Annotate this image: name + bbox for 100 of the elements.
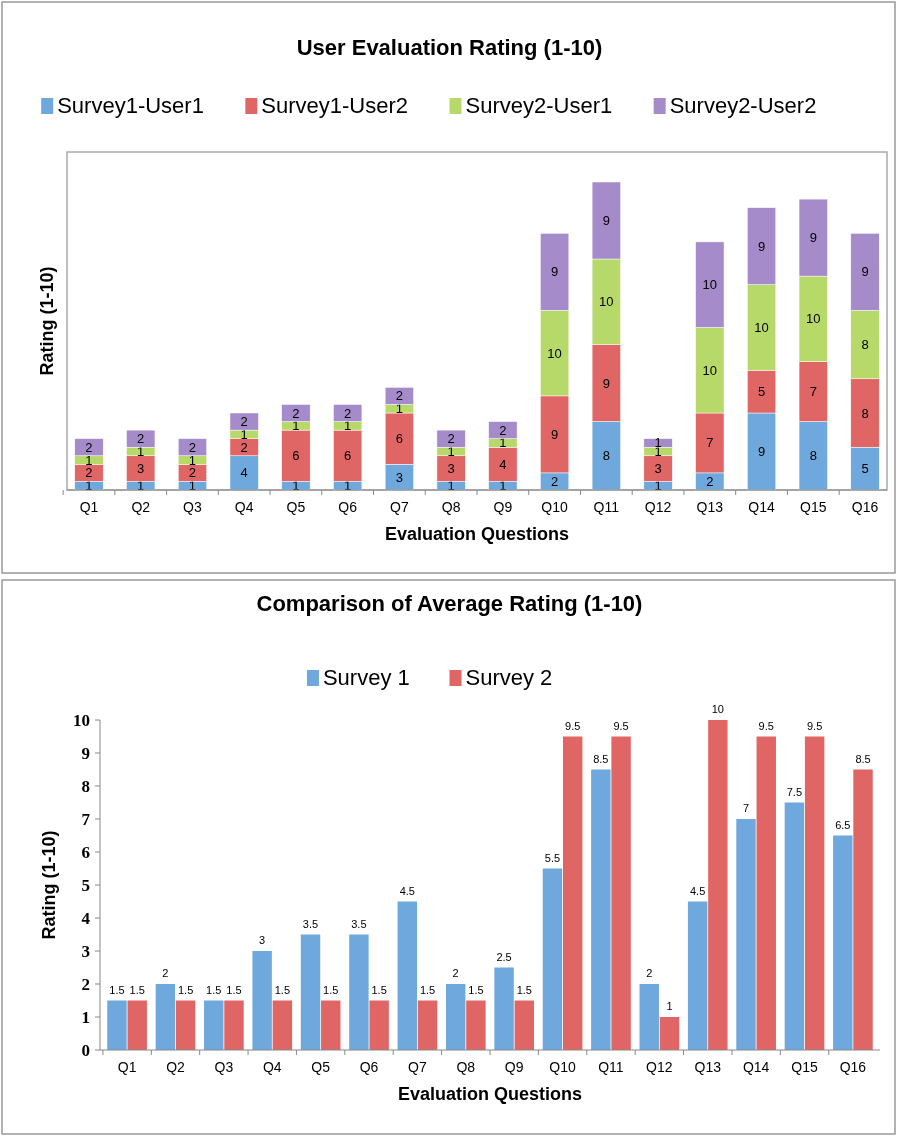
data-label: 10: [702, 362, 718, 378]
data-label: 1: [395, 401, 404, 417]
data-label: 1: [188, 478, 197, 494]
x-tick-label: Q5: [286, 499, 306, 515]
data-label: 1: [499, 478, 507, 494]
x-tick-label: Q2: [131, 499, 151, 515]
data-label: 2: [395, 388, 404, 404]
data-label: 9.5: [565, 719, 581, 732]
x-tick-label: Q14: [748, 499, 775, 515]
data-label: 4.5: [399, 884, 415, 897]
data-label: 2: [499, 422, 507, 438]
data-label: 6: [292, 448, 300, 464]
x-tick-label: Q1: [117, 1059, 137, 1075]
legend-label: Survey1-User2: [261, 93, 409, 118]
data-label: 1: [344, 418, 352, 434]
chart-title: User Evaluation Rating (1-10): [296, 35, 603, 60]
data-label: 5: [861, 461, 869, 477]
x-tick-label: Q1: [79, 499, 99, 515]
data-label: 1: [654, 478, 662, 494]
data-label: 2: [447, 431, 455, 447]
data-label: 1: [188, 452, 197, 468]
data-label: 7: [706, 435, 714, 451]
bar: [542, 868, 563, 1050]
data-label: 1: [447, 444, 455, 459]
bar: [611, 736, 631, 1050]
data-label: 9: [550, 426, 559, 442]
data-label: 6: [395, 431, 404, 447]
data-label: 8.5: [855, 752, 871, 765]
x-tick-label: Q16: [839, 1059, 867, 1075]
data-label: 2: [550, 473, 559, 489]
bar: [853, 769, 873, 1050]
bar: [659, 1017, 680, 1050]
data-label: 3: [395, 469, 404, 485]
data-label: 1.5: [109, 983, 125, 996]
data-label: 1: [137, 478, 145, 494]
bar: [708, 720, 728, 1050]
bar: [736, 819, 756, 1050]
data-label: 9: [550, 264, 559, 280]
data-label: 10: [702, 277, 718, 293]
data-label: 2: [137, 431, 145, 447]
data-label: 1.5: [468, 983, 484, 996]
data-label: 2: [292, 405, 300, 421]
bar: [466, 1000, 486, 1050]
x-tick-label: Q14: [742, 1059, 770, 1075]
bar: [224, 1000, 244, 1050]
data-label: 3: [137, 461, 145, 477]
data-label: 8.5: [593, 752, 609, 765]
data-label: 4: [240, 465, 248, 481]
data-label: 3.5: [302, 917, 319, 930]
bar: [349, 934, 369, 1050]
bar: [397, 901, 418, 1050]
data-label: 8: [861, 337, 869, 353]
data-label: 1: [137, 444, 145, 459]
x-axis-title: Evaluation Questions: [397, 1084, 583, 1104]
data-label: 9: [757, 444, 766, 459]
bar: [321, 1000, 341, 1050]
legend-label: Survey2-User1: [465, 93, 613, 118]
data-label: 6.5: [835, 818, 851, 831]
data-label: 4: [499, 456, 507, 472]
bar: [417, 1000, 438, 1050]
x-tick-label: Q2: [166, 1059, 186, 1075]
x-tick-label: Q6: [359, 1059, 379, 1075]
data-label: 2: [240, 439, 248, 455]
data-label: 2: [188, 465, 197, 481]
bar: [687, 901, 708, 1050]
x-tick-label: Q7: [408, 1059, 427, 1075]
legend-label: Survey2-User2: [669, 93, 817, 118]
data-label: 8: [809, 448, 817, 464]
bar: [756, 736, 776, 1050]
x-tick-label: Q3: [214, 1059, 234, 1075]
data-label: 1.5: [129, 983, 145, 996]
bar: [804, 736, 825, 1050]
data-label: 5: [757, 384, 766, 400]
data-label: 3.5: [351, 917, 367, 930]
x-tick-label: Q12: [646, 1059, 673, 1075]
data-label: 2.5: [496, 950, 512, 963]
bar: [639, 984, 659, 1050]
data-label: 1.5: [177, 983, 194, 996]
data-label: 1.5: [419, 983, 436, 996]
bar: [445, 984, 466, 1050]
x-tick-label: Q4: [234, 499, 254, 515]
data-label: 1.5: [226, 983, 242, 996]
y-tick-label: 8: [81, 777, 90, 796]
y-axis-title: Rating (1-10): [39, 830, 59, 940]
data-label: 7.5: [786, 785, 803, 798]
x-tick-label: Q11: [593, 499, 620, 515]
data-label: 2: [706, 473, 714, 489]
data-label: 9: [757, 238, 766, 254]
bar: [591, 769, 611, 1050]
y-tick-label: 9: [81, 744, 90, 763]
legend-label: Survey1-User1: [57, 93, 204, 118]
x-tick-label: Q9: [493, 499, 513, 515]
y-tick-label: 5: [81, 876, 90, 895]
data-label: 1: [344, 478, 352, 494]
x-tick-label: Q3: [183, 499, 202, 515]
x-tick-label: Q8: [441, 499, 461, 515]
data-label: 6: [344, 448, 352, 464]
data-label: 9: [602, 375, 610, 391]
y-tick-label: 0: [81, 1041, 90, 1060]
bar: [514, 1000, 535, 1050]
